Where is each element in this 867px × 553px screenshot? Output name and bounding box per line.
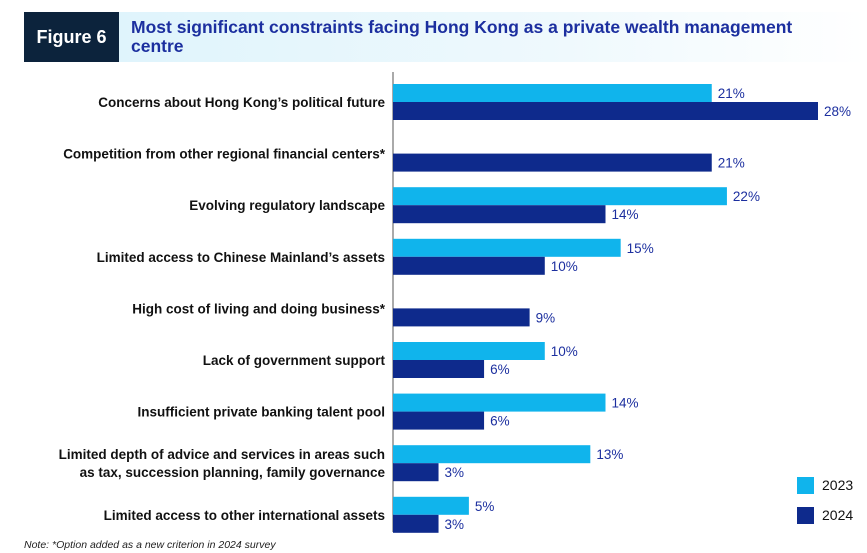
data-label-2024: 3% bbox=[445, 465, 465, 480]
category-label: Insufficient private banking talent pool bbox=[137, 405, 385, 420]
chart-title: Most significant constraints facing Hong… bbox=[131, 17, 793, 56]
data-label-2023: 14% bbox=[612, 396, 639, 411]
category-label-line: Limited depth of advice and services in … bbox=[59, 447, 385, 462]
category-label: Lack of government support bbox=[203, 353, 386, 368]
legend-item-2024: 2024 bbox=[797, 506, 853, 524]
data-label-2023: 15% bbox=[627, 241, 654, 256]
legend-item-2023: 2023 bbox=[797, 476, 853, 494]
data-label-2024: 3% bbox=[445, 517, 465, 532]
data-label-2024: 6% bbox=[490, 362, 510, 377]
legend-label-2023: 2023 bbox=[822, 477, 854, 493]
bar-2024 bbox=[393, 308, 530, 327]
figure-label: Figure 6 bbox=[24, 12, 119, 62]
bar-2023 bbox=[393, 84, 712, 102]
bar-2023 bbox=[393, 238, 621, 257]
category-label: Limited access to other international as… bbox=[104, 508, 385, 523]
legend-swatch-2024 bbox=[797, 506, 814, 524]
legend-label-2024: 2024 bbox=[822, 507, 854, 523]
data-label-2024: 21% bbox=[718, 156, 745, 171]
bar-2023 bbox=[393, 496, 469, 515]
bar-2024 bbox=[393, 514, 439, 533]
bar-2024 bbox=[393, 463, 439, 482]
bar-2024 bbox=[393, 102, 818, 120]
bar-2024 bbox=[393, 205, 606, 224]
bar-2024 bbox=[393, 360, 485, 378]
legend: 2023 2024 bbox=[797, 476, 853, 536]
bar-2023 bbox=[393, 342, 545, 360]
data-label-2024: 9% bbox=[536, 310, 556, 325]
legend-swatch-2023 bbox=[797, 476, 814, 494]
bar-2023 bbox=[393, 187, 727, 206]
data-label-2024: 28% bbox=[824, 104, 851, 119]
bar-2023 bbox=[393, 445, 591, 464]
category-label-line: as tax, succession planning, family gove… bbox=[80, 465, 386, 480]
footnote: Note: *Option added as a new criterion i… bbox=[24, 539, 276, 551]
data-label-2023: 22% bbox=[733, 189, 760, 204]
bar-2024 bbox=[393, 411, 485, 430]
data-label-2024: 10% bbox=[551, 259, 578, 274]
bar-2024 bbox=[393, 153, 712, 172]
category-label: Evolving regulatory landscape bbox=[189, 198, 385, 213]
category-label: Limited access to Chinese Mainland’s ass… bbox=[97, 250, 385, 265]
data-label-2023: 13% bbox=[596, 447, 623, 462]
category-label: High cost of living and doing business* bbox=[132, 301, 386, 316]
category-label: Competition from other regional financia… bbox=[63, 147, 386, 162]
category-label: Concerns about Hong Kong’s political fut… bbox=[98, 95, 385, 110]
category-label: Limited depth of advice and services in … bbox=[59, 447, 386, 480]
data-label-2023: 21% bbox=[718, 86, 745, 101]
data-label-2023: 10% bbox=[551, 344, 578, 359]
bar-2023 bbox=[393, 393, 606, 412]
title-band: Most significant constraints facing Hong… bbox=[119, 12, 867, 62]
data-label-2024: 14% bbox=[612, 207, 639, 222]
data-label-2023: 5% bbox=[475, 499, 495, 514]
data-label-2024: 6% bbox=[490, 414, 510, 429]
bar-2024 bbox=[393, 256, 545, 275]
